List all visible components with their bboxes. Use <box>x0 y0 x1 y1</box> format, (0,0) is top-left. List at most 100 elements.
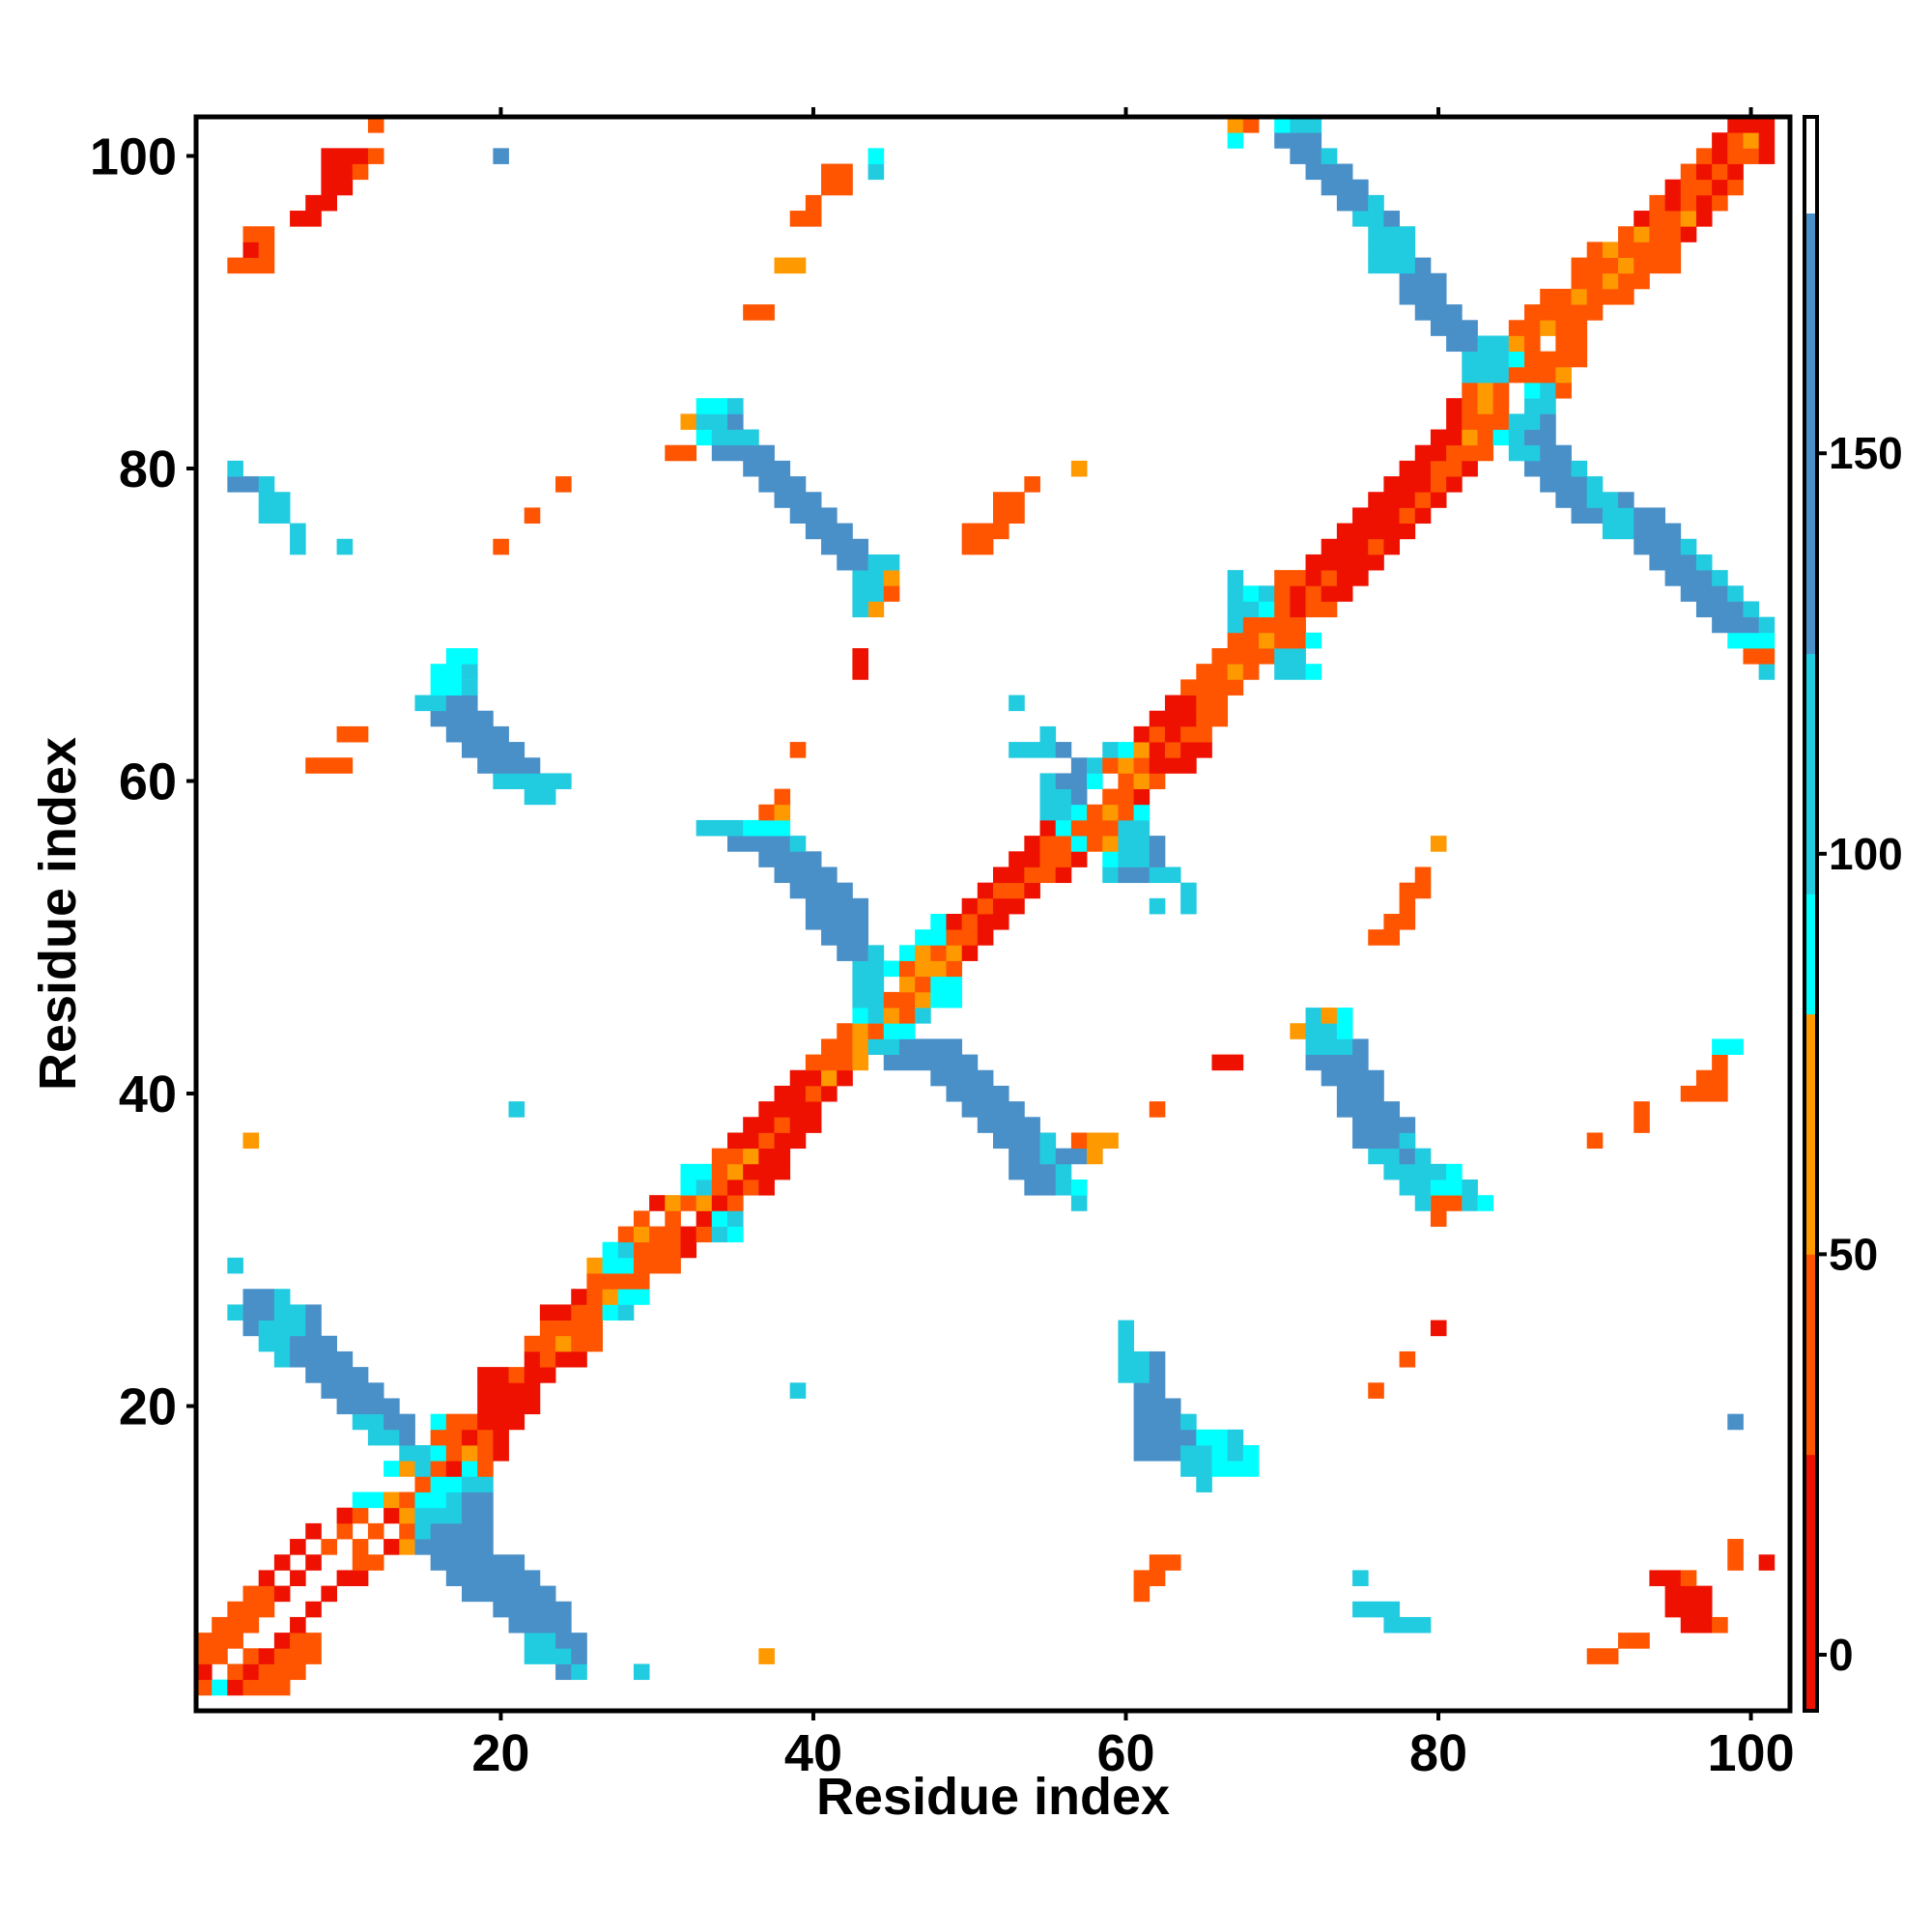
heatmap-cell <box>1446 444 1463 462</box>
heatmap-cell <box>961 945 979 961</box>
heatmap-cell <box>1070 788 1088 806</box>
heatmap-cell <box>1227 1445 1244 1462</box>
heatmap-cell <box>977 929 994 946</box>
heatmap-cell <box>586 1335 603 1352</box>
colorbar-tick-label: 150 <box>1829 428 1903 478</box>
heatmap-cell <box>1618 492 1634 508</box>
heatmap-cell <box>1352 554 1369 571</box>
heatmap-cell <box>1352 1601 1400 1618</box>
heatmap-cell <box>915 929 947 946</box>
heatmap-cell <box>758 804 775 821</box>
heatmap-cell <box>430 1476 463 1492</box>
heatmap-cell <box>555 1633 587 1649</box>
heatmap-cell <box>1242 632 1260 649</box>
heatmap-cell <box>1368 257 1416 274</box>
heatmap-cell <box>1211 648 1229 665</box>
heatmap-cell <box>1586 304 1604 321</box>
heatmap-cell <box>1087 1148 1103 1165</box>
heatmap-cell <box>1133 1570 1166 1586</box>
heatmap-cell <box>1290 1023 1306 1039</box>
heatmap-cell <box>727 1179 744 1196</box>
heatmap-cell <box>1039 1132 1057 1150</box>
heatmap-cell <box>1009 897 1025 915</box>
heatmap-cell <box>758 1648 775 1664</box>
heatmap-cell <box>555 476 572 493</box>
heatmap-cell <box>1180 1413 1197 1431</box>
heatmap-cell <box>743 460 791 477</box>
heatmap-cell <box>1118 1350 1151 1368</box>
heatmap-cell <box>336 1398 400 1415</box>
heatmap-cell <box>1274 616 1291 634</box>
heatmap-cell <box>1555 335 1572 353</box>
heatmap-cell <box>1321 585 1338 602</box>
heatmap-cell <box>352 1492 384 1509</box>
heatmap-cell <box>399 1445 432 1462</box>
heatmap-cell <box>539 1320 556 1337</box>
heatmap-cell <box>1649 554 1697 571</box>
heatmap-cell <box>1242 664 1260 680</box>
heatmap-cell <box>571 1289 587 1305</box>
heatmap-cell <box>1430 492 1447 508</box>
heatmap-cell <box>1274 648 1306 665</box>
heatmap-cell <box>617 1289 650 1305</box>
heatmap-cell <box>1602 242 1619 258</box>
heatmap-cell <box>1336 194 1369 212</box>
heatmap-cell <box>1242 117 1260 133</box>
heatmap-cell <box>305 1522 322 1540</box>
heatmap-cell <box>493 1601 572 1618</box>
heatmap-cell <box>508 1616 572 1634</box>
heatmap-cell <box>1399 1163 1447 1180</box>
heatmap-cell <box>1336 1008 1353 1024</box>
heatmap-cell <box>1242 1445 1260 1462</box>
heatmap-cell <box>1634 1101 1650 1118</box>
heatmap-cell <box>1321 570 1338 586</box>
heatmap-cell <box>196 1663 213 1681</box>
heatmap-cell <box>1727 163 1744 181</box>
heatmap-cell <box>305 194 337 212</box>
heatmap-cell <box>1259 585 1275 602</box>
heatmap-cell <box>1492 383 1510 399</box>
colorbar: 0 50 100 150 <box>1803 115 1903 1713</box>
heatmap-cell <box>1211 679 1229 696</box>
heatmap-cell <box>961 1101 1025 1118</box>
heatmap-cell <box>1102 788 1119 806</box>
heatmap-cell <box>915 976 931 993</box>
heatmap-cell <box>1070 1195 1088 1211</box>
heatmap-cell <box>539 1350 556 1368</box>
heatmap-cell <box>867 1038 900 1055</box>
heatmap-cell <box>1149 757 1166 774</box>
x-axis-title: Residue index <box>816 1768 1170 1826</box>
heatmap-cell <box>1305 554 1322 571</box>
heatmap-cell <box>524 773 572 789</box>
heatmap-cell <box>242 242 260 258</box>
heatmap-cell <box>1399 492 1416 508</box>
heatmap-cell <box>1321 1069 1384 1087</box>
heatmap-cell <box>1524 304 1541 321</box>
heatmap-cell <box>1712 1038 1744 1055</box>
heatmap-cell <box>1118 819 1151 837</box>
heatmap-cell <box>1492 366 1510 384</box>
heatmap-cell <box>1571 288 1588 305</box>
heatmap-cell <box>1758 132 1776 149</box>
heatmap-cell <box>1055 1163 1072 1180</box>
heatmap-cell <box>758 851 822 867</box>
heatmap-cell <box>1180 710 1197 727</box>
heatmap-cell <box>1540 444 1572 462</box>
heatmap-cell <box>1634 507 1665 524</box>
heatmap-cell <box>1446 460 1463 477</box>
heatmap-cell <box>1102 836 1119 852</box>
heatmap-cell <box>1634 538 1682 555</box>
heatmap-cell <box>430 710 494 727</box>
heatmap-cell <box>1680 585 1728 602</box>
heatmap-cell <box>1446 413 1463 430</box>
heatmap-cell <box>273 1304 306 1321</box>
heatmap-cell <box>1758 148 1776 164</box>
heatmap-cell <box>1149 1350 1166 1368</box>
heatmap-cell <box>1618 1633 1650 1649</box>
heatmap-cell <box>1149 867 1181 884</box>
heatmap-cell <box>1102 851 1119 867</box>
heatmap-cell <box>524 1633 556 1649</box>
heatmap-cell <box>1727 117 1760 133</box>
heatmap-cell <box>1383 538 1400 555</box>
heatmap-cell <box>1602 507 1634 524</box>
